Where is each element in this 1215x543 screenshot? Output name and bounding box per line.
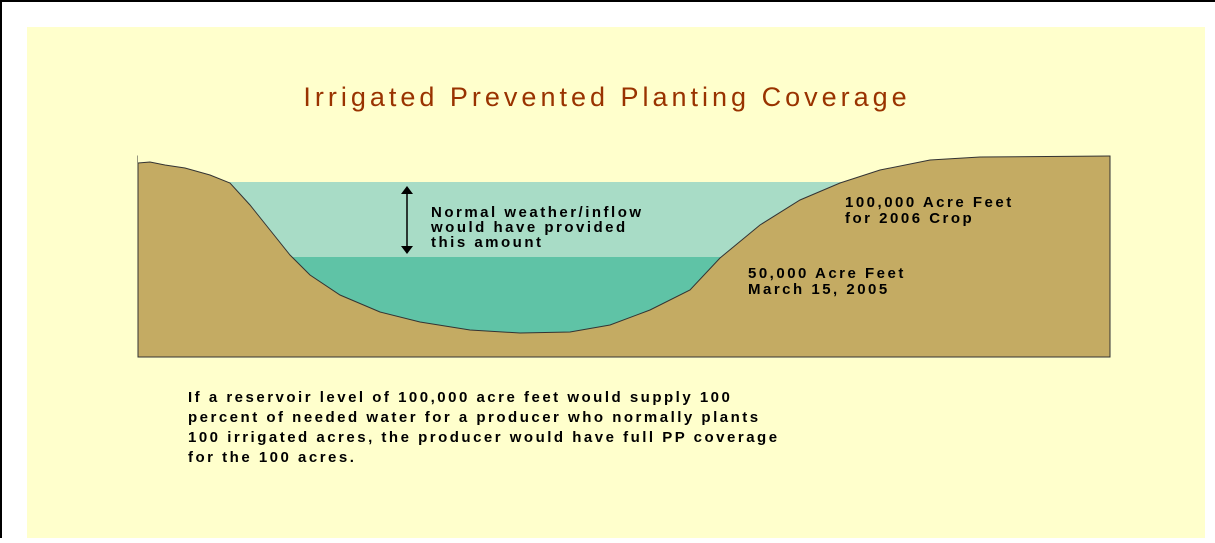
current-level-label: March 15, 2005	[748, 281, 890, 298]
normal-note: this amount	[431, 234, 544, 251]
current-level-label: 50,000 Acre Feet	[748, 265, 906, 282]
explanation-line: If a reservoir level of 100,000 acre fee…	[188, 389, 732, 406]
full-level-label: for 2006 Crop	[845, 210, 974, 227]
full-level-label: 100,000 Acre Feet	[845, 194, 1014, 211]
page: Irrigated Prevented Planting Coverage No…	[0, 0, 1215, 538]
explanation-line: percent of needed water for a producer w…	[188, 409, 761, 426]
title: Irrigated Prevented Planting Coverage	[303, 82, 910, 112]
explanation-line: for the 100 acres.	[188, 449, 356, 466]
slide: Irrigated Prevented Planting Coverage No…	[0, 0, 1215, 538]
cross-section	[138, 150, 1110, 357]
explanation-line: 100 irrigated acres, the producer would …	[188, 429, 780, 446]
